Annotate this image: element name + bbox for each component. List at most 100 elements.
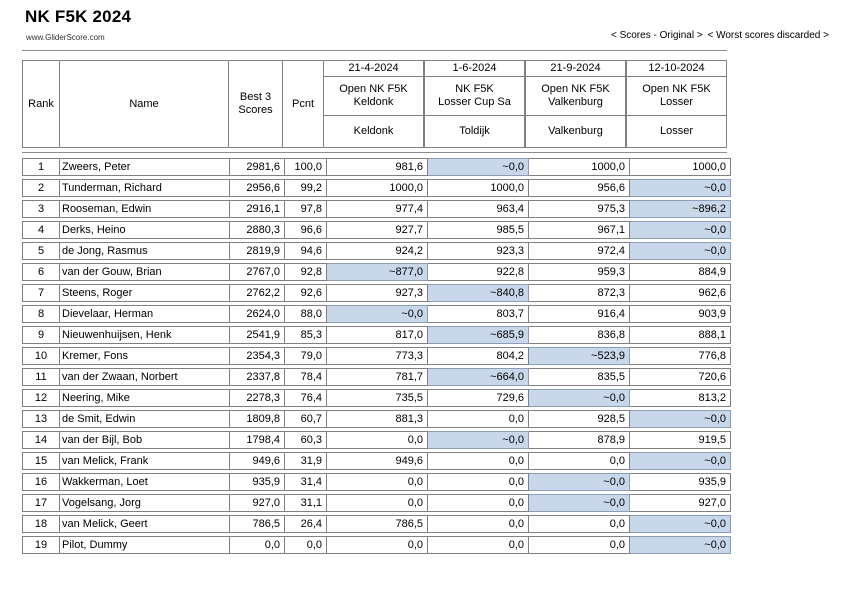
score-cell: 0,0	[327, 536, 428, 554]
event-name: NK F5K Losser Cup Sa	[424, 76, 525, 116]
rank-cell: 15	[22, 452, 60, 470]
pcnt-cell: 26,4	[285, 515, 327, 533]
table-row: 4 Derks, Heino 2880,3 96,6 927,7 985,5 967,1 ~0…	[22, 221, 731, 239]
score-view-nav: < Scores - Original > < Worst scores dis…	[611, 30, 829, 41]
header-best3: Best 3 Scores	[228, 60, 283, 148]
event-column: 12-10-2024 Open NK F5K Losser Losser	[626, 60, 727, 148]
name-cell: Derks, Heino	[60, 221, 230, 239]
score-cell: ~685,9	[428, 326, 529, 344]
event-date: 1-6-2024	[424, 60, 525, 77]
score-cell: ~0,0	[428, 158, 529, 176]
best3-cell: 2956,6	[230, 179, 285, 197]
score-cell: 927,3	[327, 284, 428, 302]
table-row: 2 Tunderman, Richard 2956,6 99,2 1000,0 1000,…	[22, 179, 731, 197]
event-date: 21-9-2024	[525, 60, 626, 77]
score-cell: ~0,0	[630, 221, 731, 239]
event-location: Losser	[626, 115, 727, 148]
event-column: 21-9-2024 Open NK F5K Valkenburg Valkenburg	[525, 60, 626, 148]
rank-cell: 6	[22, 263, 60, 281]
rank-cell: 10	[22, 347, 60, 365]
score-cell: 1000,0	[428, 179, 529, 197]
rank-cell: 13	[22, 410, 60, 428]
score-cell: 919,5	[630, 431, 731, 449]
score-cell: 872,3	[529, 284, 630, 302]
score-cell: 903,9	[630, 305, 731, 323]
name-cell: van der Zwaan, Norbert	[60, 368, 230, 386]
pcnt-cell: 92,8	[285, 263, 327, 281]
name-cell: de Jong, Rasmus	[60, 242, 230, 260]
score-cell: 0,0	[529, 536, 630, 554]
table-row: 7 Steens, Roger 2762,2 92,6 927,3 ~840,8 872,3…	[22, 284, 731, 302]
pcnt-cell: 96,6	[285, 221, 327, 239]
score-cell: 1000,0	[327, 179, 428, 197]
score-cell: 813,2	[630, 389, 731, 407]
score-cell: ~896,2	[630, 200, 731, 218]
best3-cell: 2819,9	[230, 242, 285, 260]
pcnt-cell: 0,0	[285, 536, 327, 554]
rank-cell: 19	[22, 536, 60, 554]
event-name: Open NK F5K Losser	[626, 76, 727, 116]
score-cell: 967,1	[529, 221, 630, 239]
rank-cell: 1	[22, 158, 60, 176]
event-location: Toldijk	[424, 115, 525, 148]
best3-cell: 2762,2	[230, 284, 285, 302]
best3-cell: 927,0	[230, 494, 285, 512]
score-cell: ~664,0	[428, 368, 529, 386]
score-cell: 0,0	[428, 536, 529, 554]
score-cell: 949,6	[327, 452, 428, 470]
event-column: 21-4-2024 Open NK F5K Keldonk Keldonk	[323, 60, 424, 148]
event-location: Keldonk	[323, 115, 424, 148]
score-cell: 720,6	[630, 368, 731, 386]
name-cell: van der Bijl, Bob	[60, 431, 230, 449]
score-cell: 0,0	[428, 410, 529, 428]
name-cell: de Smit, Edwin	[60, 410, 230, 428]
rank-cell: 17	[22, 494, 60, 512]
score-cell: 985,5	[428, 221, 529, 239]
score-cell: ~0,0	[428, 431, 529, 449]
rank-cell: 9	[22, 326, 60, 344]
rank-cell: 3	[22, 200, 60, 218]
rank-cell: 7	[22, 284, 60, 302]
score-cell: 956,6	[529, 179, 630, 197]
score-cell: 0,0	[428, 473, 529, 491]
score-table: 1 Zweers, Peter 2981,6 100,0 981,6 ~0,0 1000,0…	[22, 155, 731, 557]
score-cell: ~0,0	[529, 494, 630, 512]
best3-cell: 2354,3	[230, 347, 285, 365]
header-divider	[22, 152, 727, 153]
score-cell: 962,6	[630, 284, 731, 302]
rank-cell: 14	[22, 431, 60, 449]
table-row: 8 Dievelaar, Herman 2624,0 88,0 ~0,0 803,7 916…	[22, 305, 731, 323]
event-column: 1-6-2024 NK F5K Losser Cup Sa Toldijk	[424, 60, 525, 148]
name-cell: Tunderman, Richard	[60, 179, 230, 197]
score-cell: 0,0	[428, 515, 529, 533]
pcnt-cell: 31,4	[285, 473, 327, 491]
table-row: 13 de Smit, Edwin 1809,8 60,7 881,3 0,0 928,5 ~…	[22, 410, 731, 428]
name-cell: Zweers, Peter	[60, 158, 230, 176]
score-cell: ~0,0	[630, 410, 731, 428]
score-cell: ~0,0	[529, 389, 630, 407]
best3-cell: 2767,0	[230, 263, 285, 281]
pcnt-cell: 88,0	[285, 305, 327, 323]
score-cell: 836,8	[529, 326, 630, 344]
table-row: 16 Wakkerman, Loet 935,9 31,4 0,0 0,0 ~0,0 935,…	[22, 473, 731, 491]
score-cell: 0,0	[428, 494, 529, 512]
header-rank: Rank	[22, 60, 60, 148]
score-cell: 923,3	[428, 242, 529, 260]
score-cell: ~840,8	[428, 284, 529, 302]
score-cell: 735,5	[327, 389, 428, 407]
scores-original-link[interactable]: < Scores - Original >	[610, 30, 703, 41]
table-row: 18 van Melick, Geert 786,5 26,4 786,5 0,0 0,0 ~…	[22, 515, 731, 533]
score-cell: 786,5	[327, 515, 428, 533]
score-cell: 803,7	[428, 305, 529, 323]
score-cell: 916,4	[529, 305, 630, 323]
worst-scores-discarded-link[interactable]: < Worst scores discarded >	[707, 30, 829, 41]
top-divider	[22, 50, 727, 51]
name-cell: Pilot, Dummy	[60, 536, 230, 554]
best3-cell: 2541,9	[230, 326, 285, 344]
best3-cell: 2337,8	[230, 368, 285, 386]
best3-cell: 2981,6	[230, 158, 285, 176]
table-row: 17 Vogelsang, Jorg 927,0 31,1 0,0 0,0 ~0,0 927,…	[22, 494, 731, 512]
name-cell: van Melick, Frank	[60, 452, 230, 470]
page-title: NK F5K 2024	[25, 7, 132, 26]
